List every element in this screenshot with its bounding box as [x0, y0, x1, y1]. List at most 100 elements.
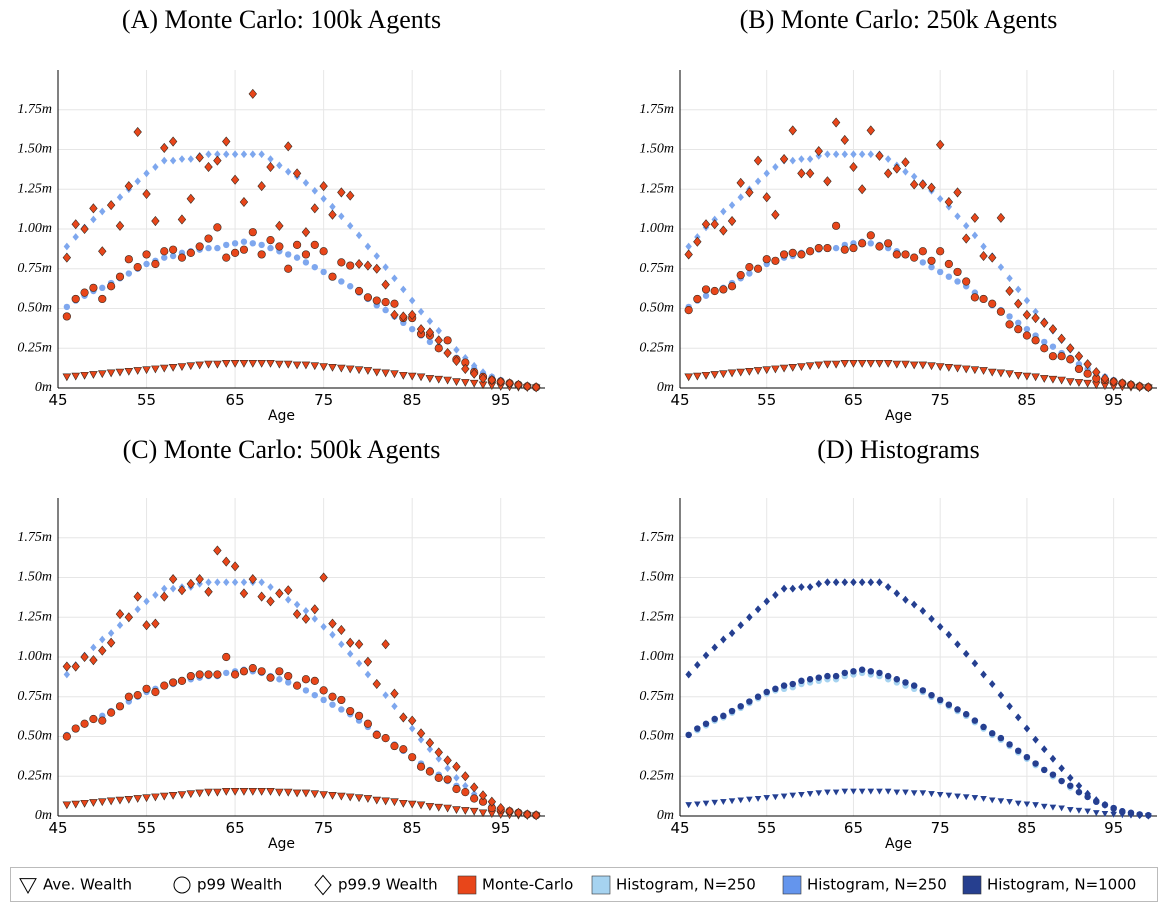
legend-label: Histogram, N=250 [807, 876, 947, 894]
point [806, 676, 814, 683]
point [1101, 811, 1109, 817]
point [143, 260, 150, 268]
point [1005, 370, 1014, 379]
point [1127, 810, 1135, 819]
point [1032, 760, 1039, 767]
point [1015, 747, 1022, 755]
point [249, 240, 256, 247]
point [857, 360, 867, 368]
point [763, 688, 770, 696]
x-tick-label: 65 [226, 391, 245, 409]
point [876, 578, 883, 587]
point [1048, 352, 1058, 361]
point [329, 630, 336, 639]
legend-marker [173, 876, 191, 894]
point [772, 163, 779, 171]
point [798, 583, 805, 591]
point [177, 214, 187, 225]
point [381, 279, 390, 290]
point [1032, 802, 1039, 809]
point [728, 707, 736, 715]
point [124, 367, 134, 376]
point [239, 360, 249, 368]
point [1049, 771, 1057, 778]
x-tick-label: 55 [757, 391, 776, 409]
point [337, 624, 346, 635]
point [753, 367, 763, 375]
point [505, 806, 514, 817]
point [989, 680, 996, 688]
point [434, 344, 443, 353]
point [160, 247, 169, 256]
point [143, 597, 150, 606]
point [745, 187, 754, 198]
point [63, 670, 71, 679]
point [257, 591, 266, 602]
point [470, 361, 478, 370]
y-tick-label: 0m [35, 380, 52, 395]
point [416, 762, 426, 771]
point [1013, 371, 1023, 380]
point [1065, 378, 1075, 387]
point [711, 643, 718, 652]
x-tick-label: 65 [844, 819, 863, 837]
point [276, 676, 283, 683]
point [858, 239, 867, 248]
point [301, 789, 311, 798]
point [160, 591, 169, 602]
point [347, 283, 354, 290]
point [310, 203, 319, 214]
point [711, 799, 718, 806]
point [850, 150, 857, 159]
point [284, 585, 293, 596]
point [124, 692, 133, 701]
point [292, 609, 302, 620]
x-tick-label: 75 [314, 391, 333, 409]
point [971, 795, 979, 801]
point [961, 365, 971, 374]
point [169, 678, 178, 687]
point [798, 791, 805, 798]
point [737, 193, 744, 202]
point [1022, 372, 1032, 381]
point [275, 788, 284, 797]
point [292, 168, 302, 179]
point [266, 673, 275, 682]
point [240, 150, 248, 159]
point [452, 806, 461, 815]
point [266, 788, 275, 796]
point [204, 670, 213, 679]
point [1058, 777, 1065, 785]
point [346, 190, 355, 201]
point [284, 264, 293, 273]
y-tick-label: 1.25m [639, 609, 674, 624]
point [1041, 803, 1048, 810]
point [797, 363, 806, 371]
point [797, 168, 806, 179]
y-tick-label: 0.50m [17, 729, 52, 744]
point [99, 635, 106, 644]
point [980, 723, 987, 731]
point [460, 379, 470, 387]
point [1110, 805, 1117, 814]
point [161, 254, 168, 261]
point [685, 731, 692, 739]
point [230, 360, 240, 368]
point [90, 643, 97, 652]
point [302, 687, 310, 694]
point [814, 361, 824, 370]
point [919, 687, 927, 694]
y-tick-label: 0m [657, 380, 674, 395]
point [461, 788, 470, 797]
point [443, 336, 452, 345]
point [134, 605, 141, 614]
point [151, 216, 160, 227]
point [909, 361, 919, 370]
point [221, 788, 231, 796]
point [89, 799, 98, 807]
point [285, 167, 292, 176]
point [223, 150, 230, 159]
point [63, 303, 71, 311]
point [97, 370, 107, 379]
x-tick-label: 45 [670, 391, 689, 409]
